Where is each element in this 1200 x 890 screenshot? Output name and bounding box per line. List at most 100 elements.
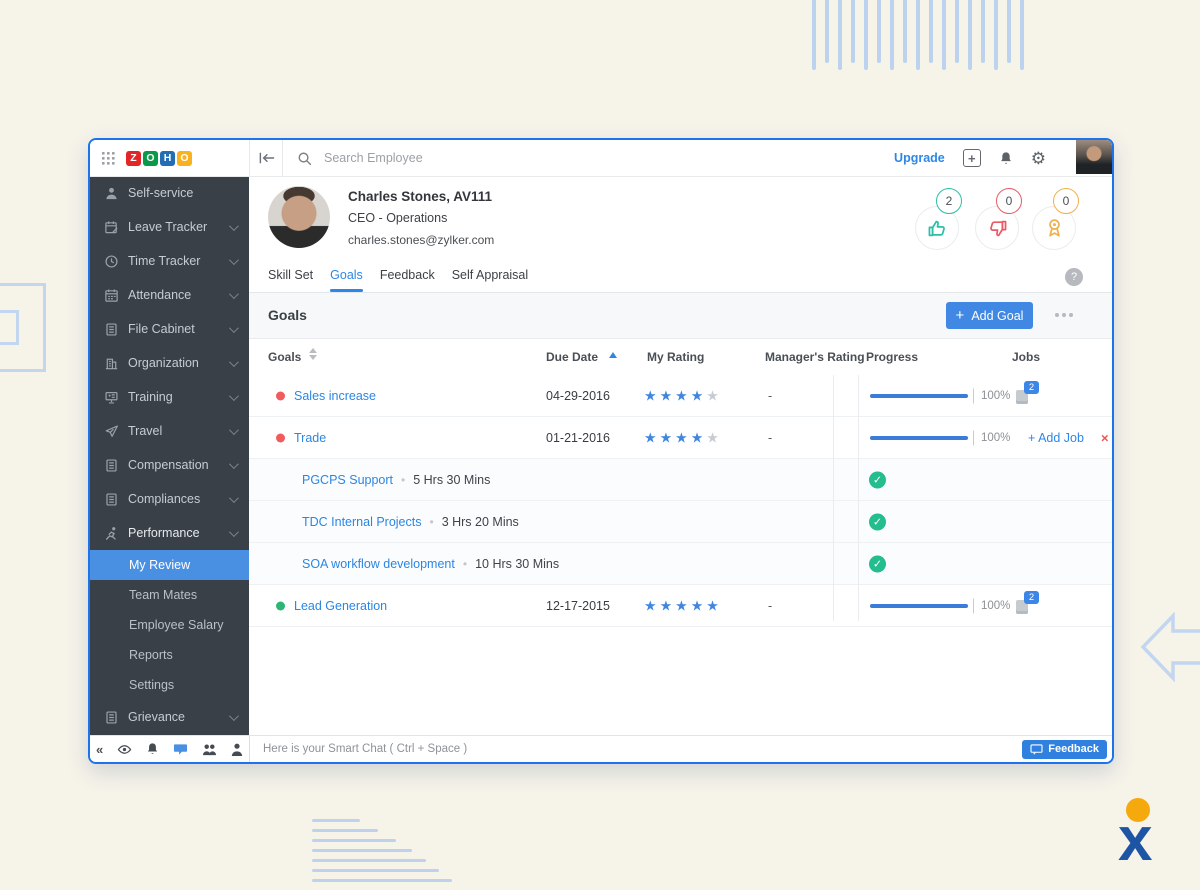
goal-link[interactable]: Lead Generation bbox=[294, 598, 388, 613]
search-icon bbox=[297, 151, 312, 166]
groups-icon[interactable] bbox=[202, 743, 217, 756]
tab-skill-set[interactable]: Skill Set bbox=[268, 268, 314, 282]
sidebar-item-self-service[interactable]: Self-service bbox=[90, 176, 249, 210]
sidebar-item-label: Performance bbox=[128, 526, 200, 540]
deco-line bbox=[838, 0, 842, 70]
jobs-count-badge: 2 bbox=[1024, 590, 1039, 604]
deco-line bbox=[942, 0, 946, 70]
chevron-down-icon bbox=[228, 710, 239, 721]
goal-link[interactable]: Sales increase bbox=[294, 388, 376, 403]
sidebar-subitem-my-review[interactable]: My Review bbox=[90, 550, 249, 580]
sidebar-item-label: Compliances bbox=[128, 492, 201, 506]
add-job-link[interactable]: + Add Job bbox=[1028, 430, 1084, 445]
feedback-button[interactable]: Feedback bbox=[1022, 739, 1107, 759]
add-goal-button[interactable]: + Add Goal bbox=[946, 302, 1033, 329]
progress-bar bbox=[870, 393, 968, 398]
deco-line bbox=[981, 0, 985, 63]
sidebar-item-file-cabinet[interactable]: File Cabinet bbox=[90, 312, 249, 346]
bullet-icon: • bbox=[462, 556, 468, 571]
list-icon bbox=[103, 492, 119, 507]
clock-icon bbox=[103, 254, 119, 269]
completed-check-icon: ✓ bbox=[869, 513, 886, 530]
jobs-icon[interactable]: 2 bbox=[1016, 590, 1039, 614]
help-icon[interactable]: ? bbox=[1065, 268, 1083, 286]
smart-chat-input[interactable] bbox=[261, 742, 989, 756]
tab-feedback[interactable]: Feedback bbox=[379, 268, 435, 282]
col-manager-rating: Manager's Rating bbox=[765, 350, 865, 364]
search-bar[interactable] bbox=[283, 150, 894, 166]
tab-self-appraisal[interactable]: Self Appraisal bbox=[451, 268, 529, 282]
job-link[interactable]: PGCPS Support bbox=[302, 472, 394, 487]
sidebar-item-travel[interactable]: Travel bbox=[90, 414, 249, 448]
sidebar-item-compliances[interactable]: Compliances bbox=[90, 482, 249, 516]
profile-tabs: Skill Set Goals Feedback Self Appraisal bbox=[249, 260, 1112, 293]
star-icon: ★ bbox=[644, 429, 657, 445]
deco-line bbox=[864, 0, 868, 70]
bell-icon[interactable] bbox=[146, 742, 159, 756]
sidebar-item-leave-tracker[interactable]: Leave Tracker bbox=[90, 210, 249, 244]
col-goals[interactable]: Goals bbox=[268, 350, 302, 364]
more-options-icon[interactable] bbox=[1055, 313, 1073, 317]
apps-grid-icon[interactable] bbox=[101, 151, 116, 166]
sidebar-item-compensation[interactable]: Compensation bbox=[90, 448, 249, 482]
eye-icon[interactable] bbox=[117, 743, 132, 756]
smart-chat-bar[interactable] bbox=[249, 736, 1022, 762]
notifications-bell-icon[interactable] bbox=[999, 151, 1013, 166]
close-icon[interactable]: × bbox=[1101, 430, 1109, 445]
collapse-sidebar-icon[interactable]: « bbox=[96, 741, 104, 757]
list-icon bbox=[103, 710, 119, 725]
progress-bar bbox=[870, 603, 968, 608]
user-avatar[interactable] bbox=[1076, 140, 1112, 174]
sidebar-item-training[interactable]: Training bbox=[90, 380, 249, 414]
job-link[interactable]: SOA workflow development bbox=[302, 556, 455, 571]
section-title: Goals bbox=[268, 307, 307, 323]
jobs-icon[interactable]: 2 bbox=[1016, 380, 1039, 404]
sidebar-item-label: File Cabinet bbox=[128, 322, 195, 336]
collapse-search-icon[interactable] bbox=[249, 140, 283, 176]
sidebar-item-time-tracker[interactable]: Time Tracker bbox=[90, 244, 249, 278]
sidebar-subitem-employee-salary[interactable]: Employee Salary bbox=[90, 610, 249, 640]
badge-count: 0 bbox=[1053, 188, 1079, 214]
add-goal-label: Add Goal bbox=[971, 308, 1024, 323]
jobs-count-badge: 2 bbox=[1024, 380, 1039, 394]
star-icon: ★ bbox=[644, 387, 657, 403]
sidebar-subitem-settings[interactable]: Settings bbox=[90, 670, 249, 700]
goal-link[interactable]: Trade bbox=[294, 430, 327, 445]
deco-line bbox=[312, 859, 426, 862]
chevron-down-icon bbox=[228, 526, 239, 537]
chat-bubble-icon[interactable] bbox=[173, 742, 188, 756]
sidebar-item-grievance[interactable]: Grievance bbox=[90, 700, 249, 734]
quick-add-icon[interactable]: + bbox=[962, 149, 981, 167]
tab-goals[interactable]: Goals bbox=[330, 268, 363, 292]
sort-icon[interactable] bbox=[309, 348, 317, 360]
zoho-logo-letter: H bbox=[160, 150, 175, 166]
chevron-down-icon bbox=[228, 322, 239, 333]
settings-gear-icon[interactable]: ⚙ bbox=[1030, 148, 1046, 168]
sidebar-item-organization[interactable]: Organization bbox=[90, 346, 249, 380]
job-row: PGCPS Support • 5 Hrs 30 Mins ✓ bbox=[249, 459, 1112, 501]
col-due-date[interactable]: Due Date bbox=[546, 350, 599, 364]
sidebar-subitem-reports[interactable]: Reports bbox=[90, 640, 249, 670]
sidebar-item-label: Leave Tracker bbox=[128, 220, 208, 234]
my-rating-stars[interactable]: ★ ★ ★ ★ ★ bbox=[644, 387, 722, 404]
sidebar-item-performance[interactable]: Performance bbox=[90, 516, 249, 550]
sort-asc-icon[interactable] bbox=[609, 352, 617, 358]
search-input[interactable] bbox=[322, 150, 626, 166]
sidebar-subitem-team-mates[interactable]: Team Mates bbox=[90, 580, 249, 610]
my-rating-stars[interactable]: ★ ★ ★ ★ ★ bbox=[644, 597, 722, 614]
plus-icon: + bbox=[955, 307, 965, 324]
sidebar-item-label: Grievance bbox=[128, 710, 185, 724]
zoho-x-dot bbox=[1126, 798, 1150, 822]
upgrade-link[interactable]: Upgrade bbox=[894, 151, 945, 165]
chevron-down-icon bbox=[228, 220, 239, 231]
job-duration: 5 Hrs 30 Mins bbox=[413, 472, 491, 487]
chevron-down-icon bbox=[228, 458, 239, 469]
zoho-logo-letter: O bbox=[143, 150, 158, 166]
job-link[interactable]: TDC Internal Projects bbox=[302, 514, 422, 529]
sidebar-item-attendance[interactable]: Attendance bbox=[90, 278, 249, 312]
my-rating-stars[interactable]: ★ ★ ★ ★ ★ bbox=[644, 429, 722, 446]
profile-icon[interactable] bbox=[231, 743, 243, 756]
goals-table-body: Sales increase 04-29-2016 ★ ★ ★ ★ ★ -100% 2 Trade… bbox=[249, 375, 1112, 627]
